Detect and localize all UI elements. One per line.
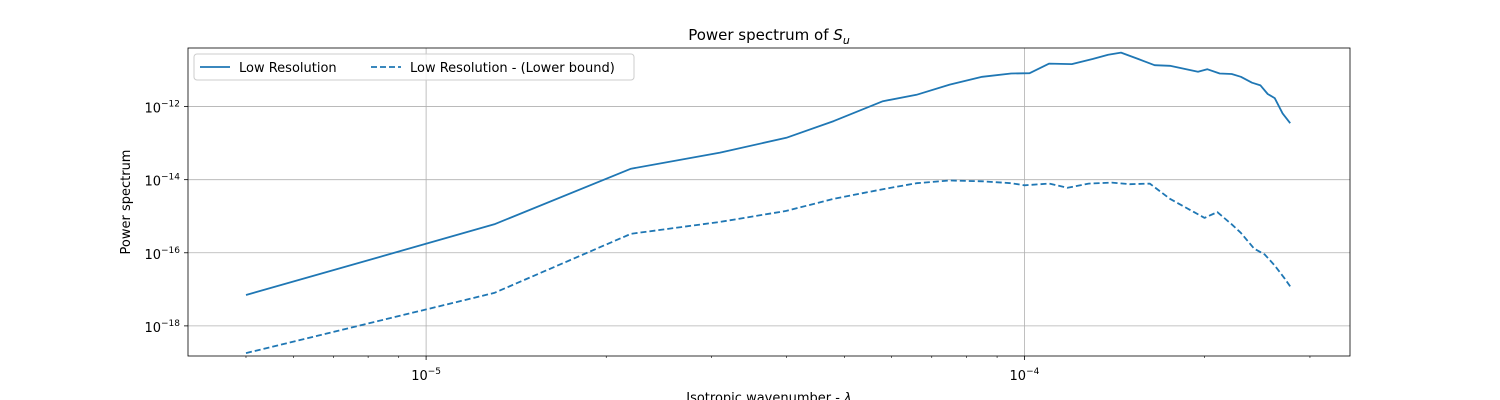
series-lines bbox=[245, 51, 1291, 354]
y-tick-label-base: 10 bbox=[144, 248, 161, 263]
y-tick-label-base: 10 bbox=[144, 321, 161, 336]
x-tick-label-base: 10 bbox=[411, 369, 428, 384]
plot-area-background bbox=[188, 48, 1350, 356]
chart-title-variable: S bbox=[833, 26, 843, 44]
x-tick-label-exponent: −5 bbox=[428, 367, 441, 377]
series-line-lower-bound bbox=[245, 179, 1291, 354]
y-tick-label: 10−18 bbox=[144, 319, 180, 336]
grid-lines bbox=[188, 48, 1350, 356]
x-tick-label: 10−5 bbox=[411, 367, 441, 384]
chart-title-subscript: u bbox=[843, 34, 850, 47]
y-tick-label-exponent: −14 bbox=[161, 173, 180, 183]
y-tick-label: 10−12 bbox=[144, 100, 180, 117]
x-tick-label-exponent: −4 bbox=[1026, 367, 1040, 377]
x-axis-label: Isotropic wavenumber - λ bbox=[686, 391, 852, 400]
y-tick-label: 10−14 bbox=[144, 173, 180, 190]
chart-title: Power spectrum of Su bbox=[688, 26, 850, 47]
series-line-low-resolution bbox=[245, 51, 1291, 296]
plot-area-frame bbox=[187, 47, 1351, 357]
y-tick-label-exponent: −12 bbox=[161, 100, 180, 110]
y-tick-label-base: 10 bbox=[144, 175, 161, 190]
legend: Low Resolution Low Resolution - (Lower b… bbox=[193, 53, 635, 81]
legend-label-low-resolution: Low Resolution bbox=[239, 61, 337, 76]
y-tick-label: 10−16 bbox=[144, 246, 180, 263]
y-tick-label-base: 10 bbox=[144, 102, 161, 117]
y-axis-label: Power spectrum bbox=[119, 150, 134, 255]
y-tick-label-exponent: −16 bbox=[161, 246, 180, 256]
legend-box bbox=[193, 53, 635, 81]
x-axis-label-text: Isotropic wavenumber - bbox=[686, 391, 844, 400]
x-axis-label-symbol: λ bbox=[843, 391, 852, 400]
legend-label-lower-bound: Low Resolution - (Lower bound) bbox=[410, 61, 615, 76]
x-tick-label: 10−4 bbox=[1010, 367, 1040, 384]
y-tick-label-exponent: −18 bbox=[161, 319, 180, 329]
x-tick-label-base: 10 bbox=[1010, 369, 1027, 384]
chart-title-text: Power spectrum of bbox=[688, 26, 833, 44]
